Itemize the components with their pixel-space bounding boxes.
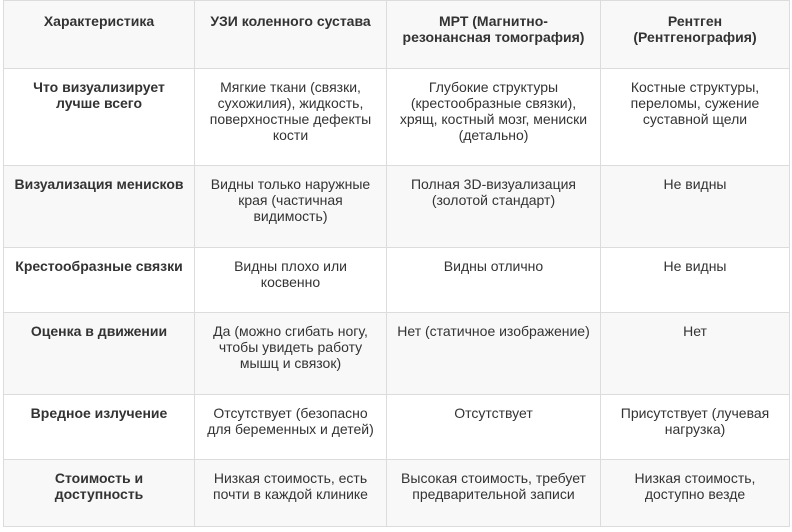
- header-cell-characteristic: Характеристика: [3, 0, 195, 69]
- table-body: Что визуализирует лучше всего Мягкие тка…: [3, 68, 790, 527]
- mri-cell: Полная 3D-визуализация (золотой стандарт…: [386, 165, 601, 248]
- table-row: Что визуализирует лучше всего Мягкие тка…: [3, 68, 790, 166]
- comparison-table: Характеристика УЗИ коленного сустава МРТ…: [3, 0, 790, 527]
- table-row: Вредное излучение Отсутствует (безопасно…: [3, 394, 790, 460]
- table-row: Крестообразные связки Видны плохо или ко…: [3, 247, 790, 313]
- mri-cell: Высокая стоимость, требует предварительн…: [386, 459, 601, 527]
- row-label: Вредное излучение: [3, 394, 195, 460]
- ultrasound-cell: Отсутствует (безопасно для беременных и …: [194, 394, 387, 460]
- ultrasound-cell: Видны плохо или косвенно: [194, 247, 387, 313]
- row-label: Стоимость и доступность: [3, 459, 195, 527]
- mri-cell: Глубокие структуры (крестообразные связк…: [386, 68, 601, 166]
- row-label: Что визуализирует лучше всего: [3, 68, 195, 166]
- mri-cell: Нет (статичное изображение): [386, 312, 601, 395]
- row-label: Оценка в движении: [3, 312, 195, 395]
- row-label: Визуализация менисков: [3, 165, 195, 248]
- row-label: Крестообразные связки: [3, 247, 195, 313]
- header-cell-ultrasound: УЗИ коленного сустава: [194, 0, 387, 69]
- table-row: Стоимость и доступность Низкая стоимость…: [3, 459, 790, 527]
- ultrasound-cell: Видны только наружные края (частичная ви…: [194, 165, 387, 248]
- mri-cell: Видны отлично: [386, 247, 601, 313]
- table-row: Визуализация менисков Видны только наруж…: [3, 165, 790, 248]
- xray-cell: Низкая стоимость, доступно везде: [600, 459, 790, 527]
- xray-cell: Не видны: [600, 165, 790, 248]
- ultrasound-cell: Низкая стоимость, есть почти в каждой кл…: [194, 459, 387, 527]
- xray-cell: Не видны: [600, 247, 790, 313]
- header-row: Характеристика УЗИ коленного сустава МРТ…: [3, 0, 790, 69]
- xray-cell: Костные структуры, переломы, сужение сус…: [600, 68, 790, 166]
- header-cell-mri: МРТ (Магнитно-резонансная томография): [386, 0, 601, 69]
- xray-cell: Нет: [600, 312, 790, 395]
- table-header: Характеристика УЗИ коленного сустава МРТ…: [3, 0, 790, 69]
- table-row: Оценка в движении Да (можно сгибать ногу…: [3, 312, 790, 395]
- ultrasound-cell: Да (можно сгибать ногу, чтобы увидеть ра…: [194, 312, 387, 395]
- xray-cell: Присутствует (лучевая нагрузка): [600, 394, 790, 460]
- mri-cell: Отсутствует: [386, 394, 601, 460]
- header-cell-xray: Рентген (Рентгенография): [600, 0, 790, 69]
- ultrasound-cell: Мягкие ткани (связки, сухожилия), жидкос…: [194, 68, 387, 166]
